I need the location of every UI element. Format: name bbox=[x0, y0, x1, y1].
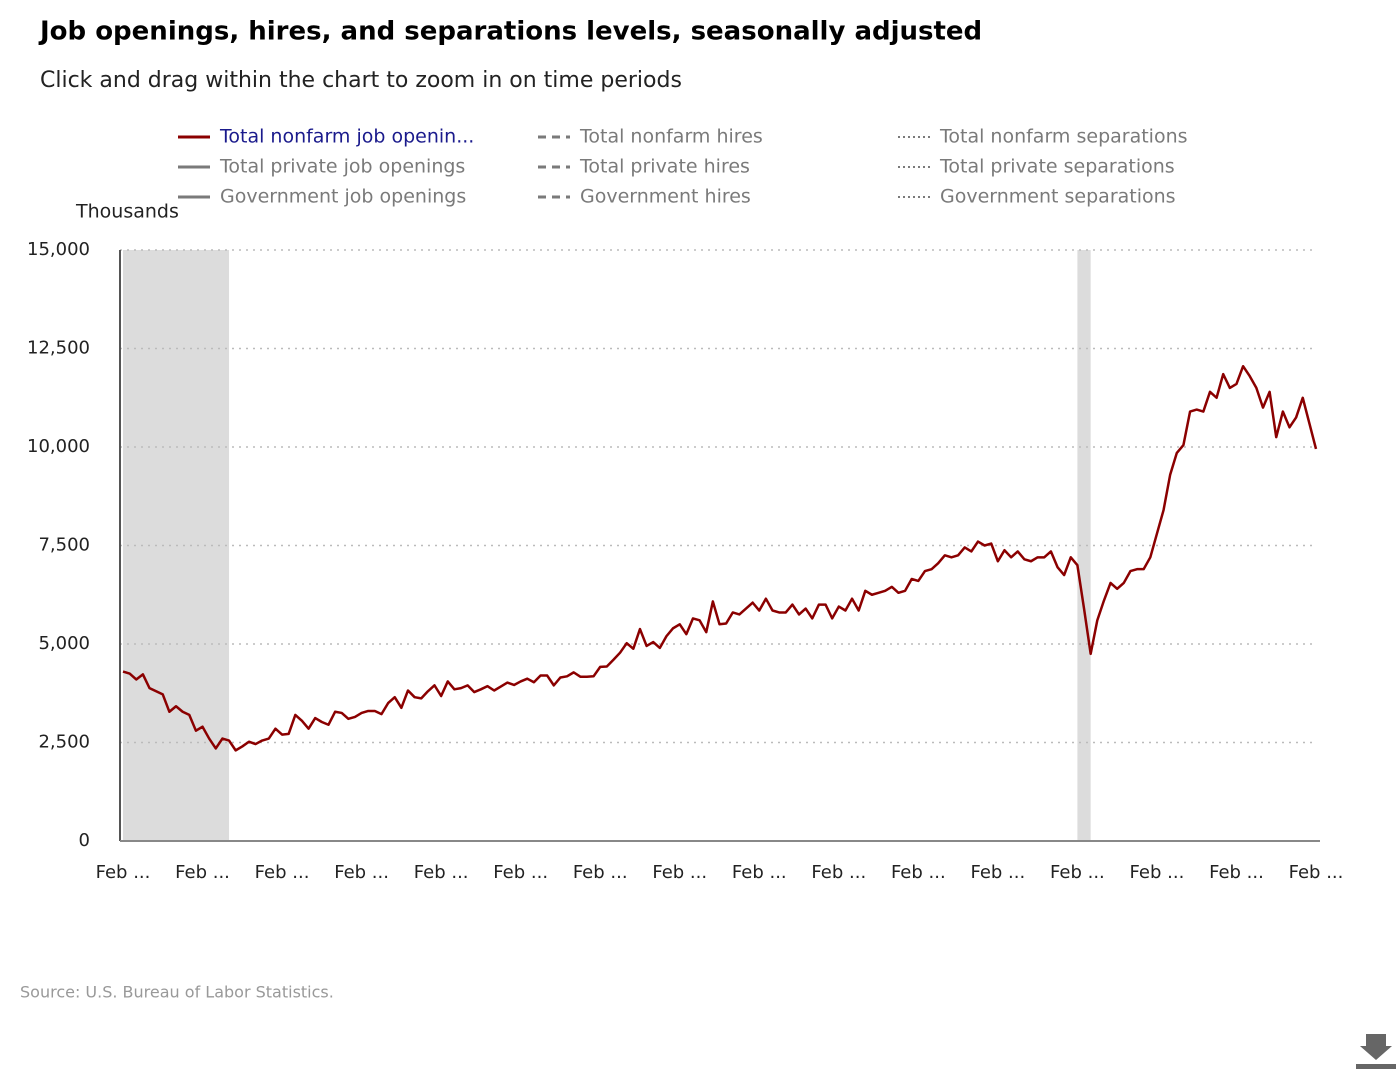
legend-label: Government job openings bbox=[220, 186, 466, 208]
x-tick-label: Feb ... bbox=[175, 862, 230, 883]
shaded-period bbox=[1077, 250, 1091, 841]
x-tick-label: Feb ... bbox=[970, 862, 1025, 883]
legend-item[interactable]: Government separations bbox=[898, 186, 1176, 208]
x-tick-label: Feb ... bbox=[334, 862, 389, 883]
y-tick-label: 7,500 bbox=[38, 535, 90, 556]
legend-label: Total nonfarm job openin... bbox=[219, 126, 474, 148]
legend-label: Total private hires bbox=[579, 156, 750, 178]
legend-label: Total nonfarm separations bbox=[939, 126, 1188, 148]
x-tick-label: Feb ... bbox=[255, 862, 310, 883]
x-tick-label: Feb ... bbox=[414, 862, 469, 883]
y-tick-label: 10,000 bbox=[27, 436, 90, 457]
legend-item[interactable]: Government job openings bbox=[178, 186, 466, 208]
y-axis-label: Thousands bbox=[75, 201, 179, 223]
legend-item[interactable]: Total nonfarm job openin... bbox=[178, 126, 474, 148]
y-tick-label: 15,000 bbox=[27, 239, 90, 260]
x-tick-label: Feb ... bbox=[493, 862, 548, 883]
chart-subtitle: Click and drag within the chart to zoom … bbox=[40, 68, 682, 93]
download-arrow-head bbox=[1360, 1046, 1392, 1060]
legend-item[interactable]: Government hires bbox=[538, 186, 751, 208]
legend-item[interactable]: Total private job openings bbox=[178, 156, 465, 178]
legend-item[interactable]: Total private hires bbox=[538, 156, 750, 178]
legend-item[interactable]: Total nonfarm separations bbox=[898, 126, 1188, 148]
x-tick-label: Feb ... bbox=[891, 862, 946, 883]
x-tick-label: Feb ... bbox=[811, 862, 866, 883]
y-tick-label: 5,000 bbox=[38, 633, 90, 654]
download-tray bbox=[1356, 1064, 1396, 1069]
legend-item[interactable]: Total nonfarm hires bbox=[538, 126, 763, 148]
x-tick-label: Feb ... bbox=[573, 862, 628, 883]
y-tick-label: 12,500 bbox=[27, 338, 90, 359]
x-tick-label: Feb ... bbox=[1130, 862, 1185, 883]
x-tick-label: Feb ... bbox=[1209, 862, 1264, 883]
legend-label: Government hires bbox=[580, 186, 751, 208]
legend-label: Total nonfarm hires bbox=[579, 126, 763, 148]
source-note: Source: U.S. Bureau of Labor Statistics. bbox=[20, 983, 334, 1002]
download-button[interactable] bbox=[1356, 1034, 1396, 1069]
x-tick-label: Feb ... bbox=[96, 862, 151, 883]
x-tick-label: Feb ... bbox=[652, 862, 707, 883]
y-tick-label: 2,500 bbox=[38, 732, 90, 753]
chart-title: Job openings, hires, and separations lev… bbox=[38, 17, 982, 47]
x-tick-label: Feb ... bbox=[732, 862, 787, 883]
y-tick-label: 0 bbox=[79, 830, 90, 851]
series-line bbox=[122, 364, 1318, 752]
legend-label: Total private separations bbox=[939, 156, 1175, 178]
legend-item[interactable]: Total private separations bbox=[898, 156, 1175, 178]
legend-label: Government separations bbox=[940, 186, 1176, 208]
x-tick-label: Feb ... bbox=[1050, 862, 1105, 883]
x-tick-label: Feb ... bbox=[1289, 862, 1344, 883]
download-arrow-stem bbox=[1366, 1034, 1386, 1048]
legend-label: Total private job openings bbox=[219, 156, 465, 178]
